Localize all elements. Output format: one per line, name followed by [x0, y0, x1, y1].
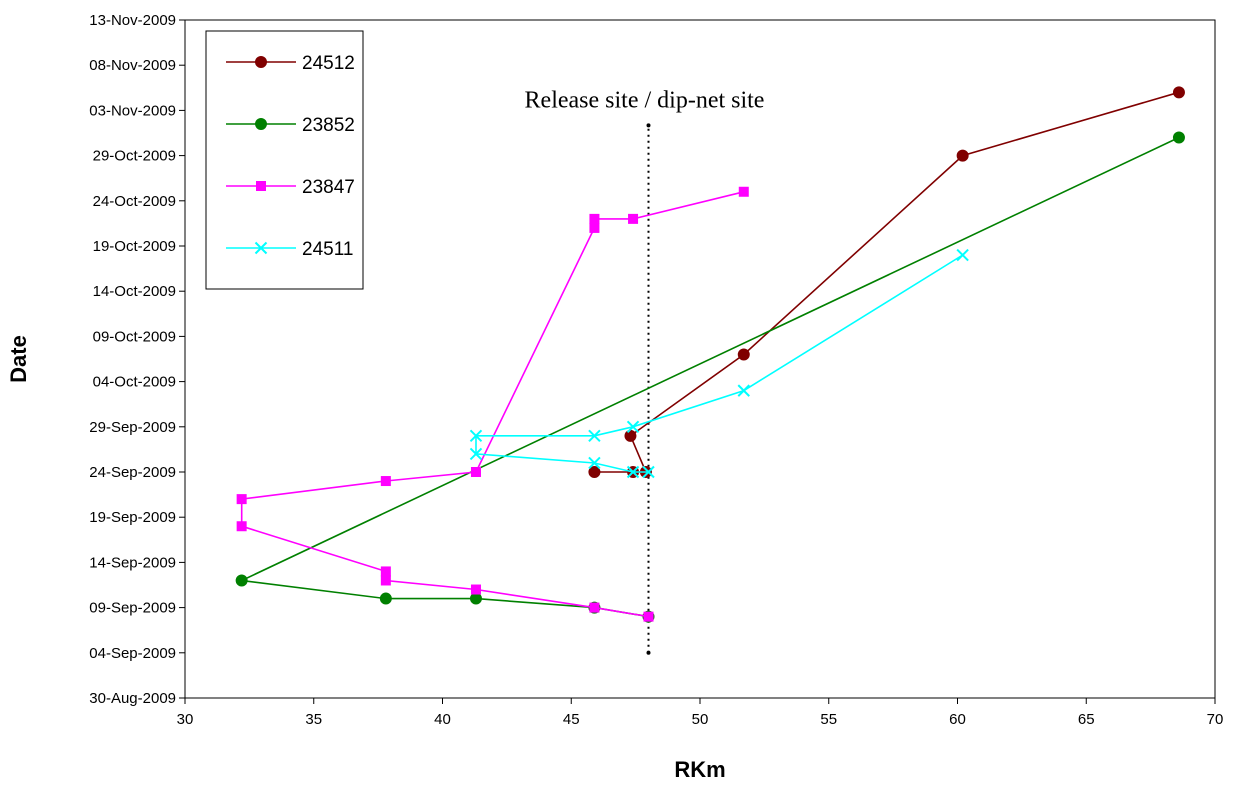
data-point: [626, 420, 640, 434]
legend-item-23852: 23852: [226, 115, 355, 136]
data-point: [254, 241, 268, 255]
legend: 24512 23852 23847 24511: [205, 30, 364, 290]
data-point: [643, 611, 654, 622]
x-tick-label: 35: [305, 711, 322, 728]
series-24511: [469, 248, 969, 479]
data-point: [1172, 131, 1185, 144]
data-point: [379, 592, 392, 605]
y-axis-title: Date: [6, 335, 31, 383]
data-point: [642, 465, 655, 479]
y-tick-label: 19-Oct-2009: [93, 238, 176, 255]
data-point: [737, 384, 750, 397]
y-tick-label: 04-Sep-2009: [89, 645, 176, 662]
legend-label: 24512: [302, 53, 355, 74]
series-layer: [235, 86, 1185, 623]
legend-box: [205, 30, 364, 290]
legend-item-23847: 23847: [226, 177, 355, 198]
legend-item-24511: 24511: [226, 239, 353, 260]
data-point: [1172, 86, 1185, 99]
data-point: [380, 566, 391, 577]
data-point: [236, 494, 247, 505]
annotation-layer: Release site / dip-net site: [525, 87, 765, 655]
y-tick-label: 09-Oct-2009: [93, 328, 176, 345]
data-point: [380, 575, 391, 586]
data-point: [628, 213, 639, 224]
x-axis-ticks: 30 35 40 45 50 55 60 65 70: [177, 698, 1224, 728]
data-point: [589, 222, 600, 233]
x-tick-label: 60: [949, 711, 966, 728]
y-tick-label: 24-Sep-2009: [89, 464, 176, 481]
data-point: [588, 456, 601, 470]
x-tick-label: 55: [820, 711, 837, 728]
data-point: [624, 429, 637, 442]
data-point: [236, 521, 247, 532]
data-point: [469, 429, 483, 443]
y-tick-label: 13-Nov-2009: [89, 12, 176, 29]
x-tick-label: 45: [563, 711, 580, 728]
legend-label: 23852: [302, 115, 355, 136]
data-point: [469, 592, 482, 605]
x-tick-label: 50: [692, 711, 709, 728]
data-point: [588, 466, 601, 478]
data-point: [589, 602, 600, 613]
y-tick-label: 29-Sep-2009: [89, 419, 176, 436]
data-point: [956, 149, 969, 162]
y-tick-label: 09-Sep-2009: [89, 600, 176, 617]
x-tick-label: 40: [434, 711, 451, 728]
data-point: [470, 584, 481, 595]
data-point: [469, 447, 483, 461]
data-point: [235, 574, 248, 587]
y-tick-label: 04-Oct-2009: [93, 374, 176, 391]
data-point: [256, 181, 266, 191]
legend-item-24512: 24512: [226, 53, 355, 74]
y-tick-label: 14-Sep-2009: [89, 554, 176, 571]
data-point: [738, 186, 749, 197]
y-tick-label: 19-Sep-2009: [89, 509, 176, 526]
y-axis-ticks: 30-Aug-2009 04-Sep-2009 09-Sep-2009 14-Sep-…: [89, 12, 185, 707]
data-point: [956, 248, 969, 262]
legend-label: 24511: [302, 239, 353, 260]
data-point: [737, 348, 750, 361]
release-site-label: Release site / dip-net site: [525, 87, 765, 113]
y-tick-label: 30-Aug-2009: [89, 690, 176, 707]
x-tick-label: 70: [1207, 711, 1224, 728]
data-point: [626, 465, 640, 479]
y-tick-label: 08-Nov-2009: [89, 57, 176, 74]
release-line-end: [646, 123, 651, 128]
x-tick-label: 65: [1078, 711, 1095, 728]
data-point: [470, 467, 481, 477]
y-tick-label: 14-Oct-2009: [93, 283, 176, 300]
data-point: [588, 429, 601, 443]
release-line-end: [646, 650, 651, 655]
x-axis-title: RKm: [674, 757, 725, 782]
data-point: [255, 56, 267, 68]
data-point: [380, 476, 391, 487]
legend-label: 23847: [302, 177, 355, 198]
data-point: [255, 118, 267, 130]
data-point: [589, 213, 600, 224]
x-tick-label: 30: [177, 711, 194, 728]
y-tick-label: 03-Nov-2009: [89, 102, 176, 119]
series-23847: [236, 186, 749, 622]
y-tick-label: 29-Oct-2009: [93, 148, 176, 165]
y-tick-label: 24-Oct-2009: [93, 193, 176, 210]
